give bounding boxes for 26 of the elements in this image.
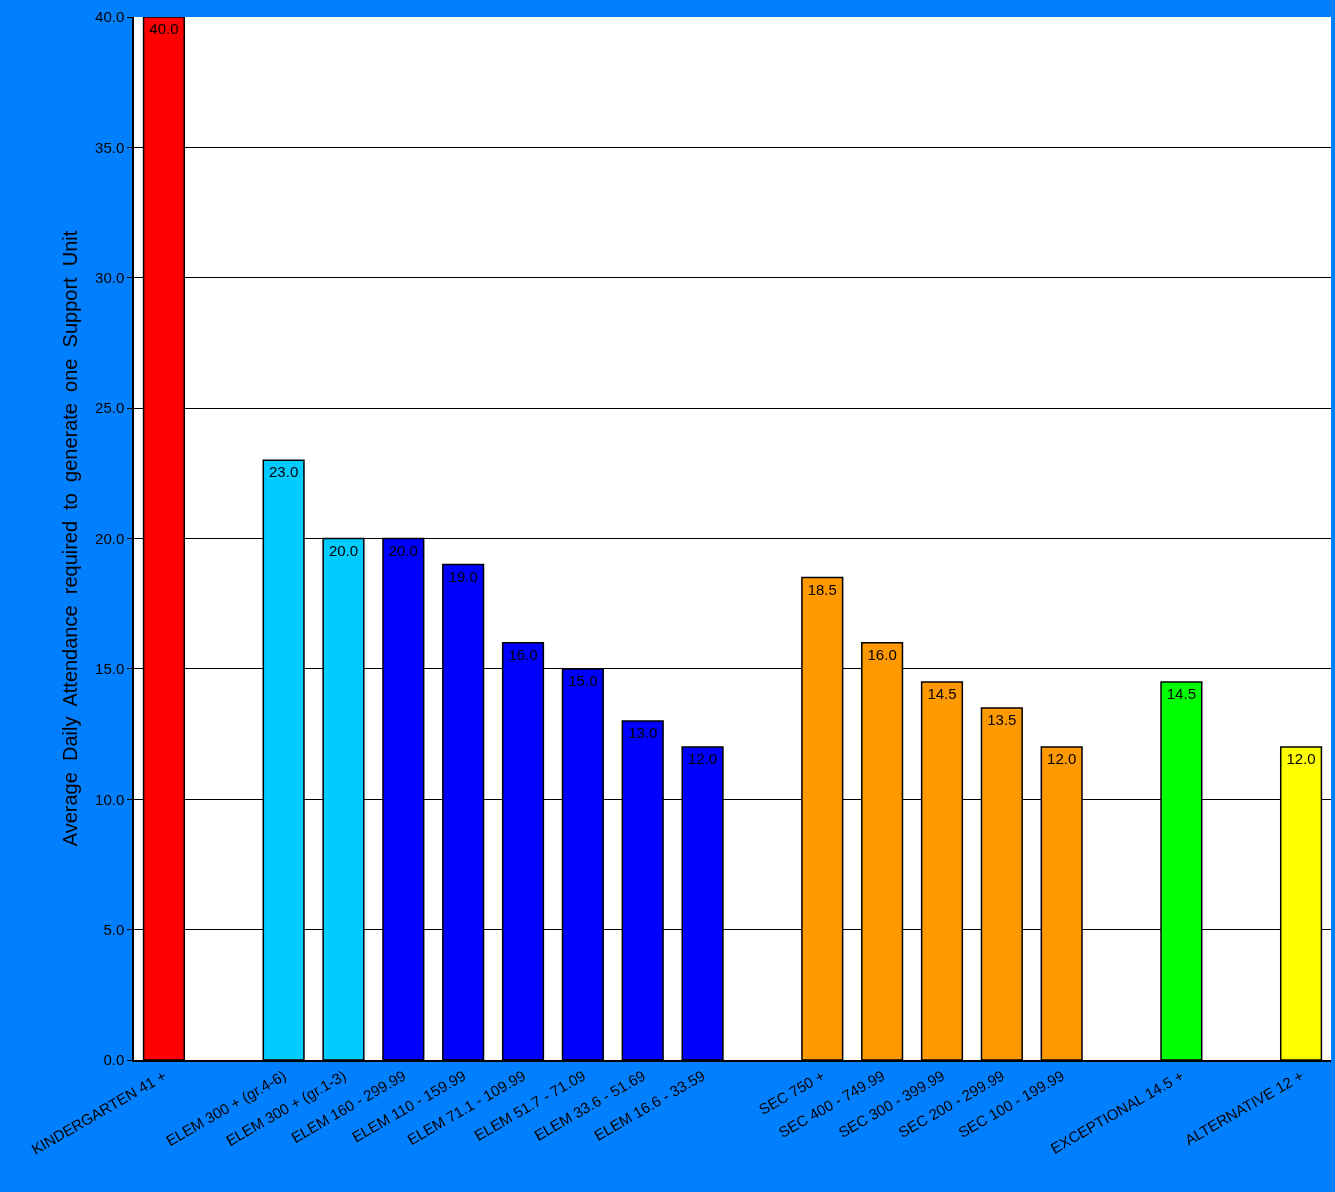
data-label: 13.5 [987, 710, 1017, 728]
y-tick-label: 25.0 [95, 399, 125, 417]
data-label: 14.5 [1166, 684, 1196, 702]
data-label: 16.0 [508, 645, 538, 663]
data-label: 15.0 [568, 671, 598, 689]
data-label: 12.0 [687, 750, 718, 768]
y-axis-title: Average Daily Attendance required to generate one Support Unit [59, 230, 82, 847]
data-label: 20.0 [328, 541, 359, 559]
y-tick-label: 10.0 [95, 790, 125, 808]
data-label: 20.0 [388, 541, 418, 559]
data-label: 16.0 [867, 645, 897, 663]
y-tick-label: 35.0 [95, 138, 125, 156]
data-label: 13.0 [628, 724, 658, 742]
y-tick-label: 40.0 [95, 8, 125, 26]
data-label: 12.0 [1286, 750, 1316, 768]
y-tick-label: 5.0 [103, 920, 125, 938]
y-tick-label: 30.0 [95, 269, 125, 286]
y-tick-label: 0.0 [103, 1051, 125, 1069]
data-label: 12.0 [1047, 750, 1077, 768]
data-label: 14.5 [927, 684, 957, 702]
y-tick-label: 15.0 [95, 660, 125, 678]
data-label: 18.5 [807, 580, 837, 598]
data-label: 19.0 [448, 567, 478, 585]
data-label: 23.0 [269, 463, 299, 481]
y-tick-label: 20.0 [95, 529, 125, 547]
data-label: 40.0 [149, 20, 179, 37]
